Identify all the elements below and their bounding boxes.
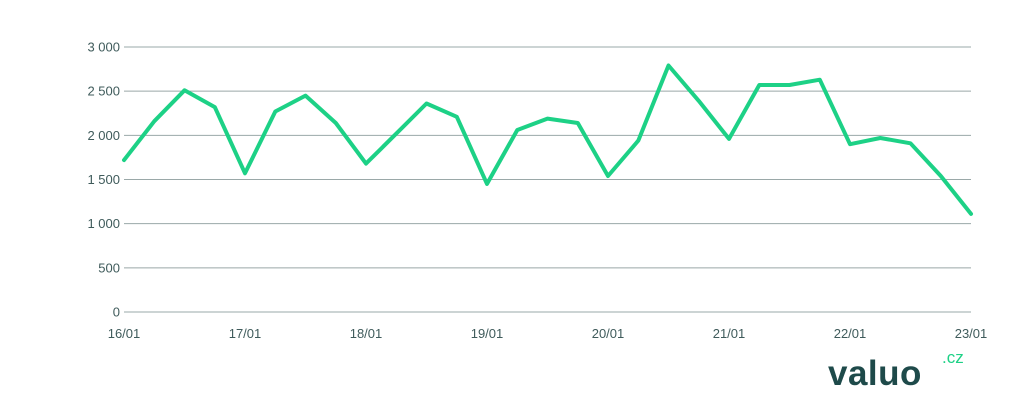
logo-text: valuo [828,354,922,393]
y-tick-label: 1 500 [87,172,120,187]
y-tick-label: 2 000 [87,128,120,143]
x-tick-label: 16/01 [108,326,141,341]
y-tick-label: 0 [113,305,120,320]
x-axis: 16/01 17/01 18/01 19/01 20/01 21/01 22/01 23/01 [108,326,988,341]
x-tick-label: 17/01 [229,326,262,341]
series-line-0 [122,63,973,216]
x-tick-label: 20/01 [592,326,625,341]
x-tick-label: 22/01 [834,326,867,341]
y-tick-label: 500 [98,260,120,275]
y-axis: 0 500 1 000 1 500 2 000 2 500 3 000 [87,40,120,320]
y-tick-label: 1 000 [87,216,120,231]
x-tick-label: 19/01 [471,326,504,341]
x-tick-label: 18/01 [350,326,383,341]
y-tick-label: 2 500 [87,84,120,99]
logo-suffix: .cz [942,348,964,367]
x-tick-label: 23/01 [955,326,988,341]
y-tick-label: 3 000 [87,40,120,55]
series [122,63,973,216]
grid [124,46,971,313]
x-tick-label: 21/01 [713,326,746,341]
valuo-logo: valuo .cz [828,346,978,396]
